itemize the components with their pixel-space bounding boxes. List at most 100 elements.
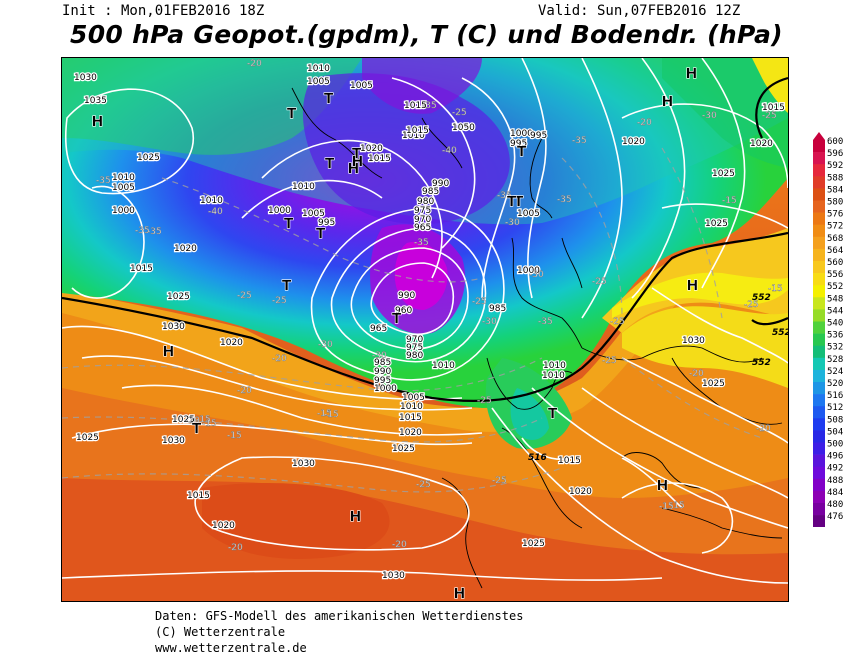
scale-label: 508 [827, 415, 843, 425]
pressure-label: 1030 [162, 436, 185, 446]
scale-swatch [813, 430, 825, 443]
pressure-label: 1000 [510, 129, 533, 139]
pressure-label: 1025 [522, 539, 545, 549]
scale-swatch [813, 490, 825, 504]
pressure-system-label: H [687, 277, 698, 294]
scale-label: 584 [827, 185, 843, 195]
scale-swatch [813, 309, 825, 322]
scale-bars: 600 596 592 588 584 580 576 572 568 564 560 556 552 5… [813, 137, 843, 527]
pressure-label: 1025 [167, 292, 190, 302]
pressure-system-label: T [548, 405, 557, 422]
temperature-label: -35 [538, 317, 553, 327]
pressure-system-label: T [284, 215, 293, 232]
scale-swatch [813, 188, 825, 201]
pressure-label: 990 [374, 367, 391, 377]
pressure-label: 995 [374, 376, 391, 386]
temperature-label: -15 [202, 419, 217, 429]
scale-swatch [813, 297, 825, 310]
pressure-label: 1025 [702, 379, 725, 389]
pressure-label: 1015 [558, 456, 581, 466]
pressure-system-label: T [192, 420, 201, 437]
pressure-system-label: T [282, 277, 291, 294]
temperature-label: -15 [722, 196, 737, 206]
isobars [62, 58, 788, 584]
pressure-label: 985 [422, 187, 439, 197]
pressure-label: 1015 [130, 264, 153, 274]
pressure-system-label: H [662, 93, 673, 110]
scale-swatch [813, 478, 825, 492]
pressure-system-label: T [324, 90, 333, 107]
temperature-label: -15 [670, 501, 685, 511]
pressure-system-label: T [507, 193, 516, 210]
temperature-label: -30 [482, 317, 497, 327]
pressure-label: 975 [414, 206, 431, 216]
scale-swatch [813, 382, 825, 395]
geopotential-label: 552 [752, 358, 771, 368]
temperature-label: -15 [227, 431, 242, 441]
scale-swatch [813, 406, 825, 419]
pressure-label: 1025 [712, 169, 735, 179]
temperature-label: -20 [247, 59, 262, 69]
scale-label: 484 [827, 488, 843, 498]
pressure-label: 1030 [682, 336, 705, 346]
pressure-label: 1000 [268, 206, 291, 216]
scale-swatch [813, 200, 825, 213]
scale-label: 512 [827, 403, 843, 413]
temperature-label: -20 [185, 416, 200, 426]
pressure-label: 990 [398, 291, 415, 301]
scale-label: 532 [827, 343, 843, 353]
pressure-label: 1015 [368, 154, 391, 164]
scale-label: 592 [827, 161, 843, 171]
scale-label: 516 [827, 391, 843, 401]
temperature-label: -40 [442, 146, 457, 156]
pressure-label: 1005 [302, 209, 325, 219]
pressure-label: 1000 [374, 384, 397, 394]
scale-swatch [813, 466, 825, 480]
scale-swatch [813, 285, 825, 298]
pressure-label: 980 [417, 197, 434, 207]
pressure-label: 1005 [307, 77, 330, 87]
pressure-label: 980 [406, 351, 423, 361]
scale-swatch [813, 345, 825, 359]
chart-title: 500 hPa Geopot.(gpdm), T (C) und Bodendr… [70, 20, 783, 49]
temperature-label: -35 [96, 176, 111, 186]
scale-swatch [813, 212, 825, 225]
pressure-label: 1020 [750, 139, 773, 149]
geopotential-label: 552 [752, 293, 771, 303]
pressure-system-label: H [350, 508, 361, 525]
temperature-label: -15 [196, 415, 211, 425]
pressure-label: 1020 [212, 521, 235, 531]
temperature-label: -20 [637, 118, 652, 128]
temperature-label: -35 [135, 226, 150, 236]
scale-label: 480 [827, 500, 843, 510]
pressure-label: 1000 [112, 206, 135, 216]
pressure-label: 1010 [292, 182, 315, 192]
scale-label: 572 [827, 222, 843, 232]
temperature-label: -25 [762, 111, 777, 121]
temperature-label: -30 [318, 340, 333, 350]
pressure-label: 1010 [542, 371, 565, 381]
pressure-labels: 1030103510251010100510001020101510251030… [73, 63, 786, 582]
scale-swatch [813, 140, 825, 153]
init-time: Init : Mon,01FEB2016 18Z [62, 3, 265, 19]
geopotential-isolines [62, 76, 788, 403]
valid-time: Valid: Sun,07FEB2016 12Z [538, 3, 741, 19]
temperature-labels: -20-35-40-35-25-35-30-35-40-35-25-25-20-… [96, 59, 783, 553]
scale-label: 504 [827, 427, 843, 437]
pressure-label: 1020 [220, 338, 243, 348]
scale-label: 560 [827, 258, 843, 268]
pressure-label: 1005 [350, 81, 373, 91]
pressure-label: 1020 [622, 137, 645, 147]
pressure-label: 1030 [74, 73, 97, 83]
temperature-label: -25 [416, 480, 431, 490]
scale-label: 500 [827, 440, 843, 450]
scale-swatch [813, 442, 825, 455]
temperature-label: -30 [702, 111, 717, 121]
temperature-label: -35 [147, 227, 162, 237]
pressure-label: 1015 [762, 103, 785, 113]
temperature-label: -15 [659, 502, 674, 512]
pressure-label: 1000 [517, 266, 540, 276]
pressure-system-label: H [163, 343, 174, 360]
pressure-label: 1005 [402, 393, 425, 403]
temperature-label: -35 [414, 238, 429, 248]
